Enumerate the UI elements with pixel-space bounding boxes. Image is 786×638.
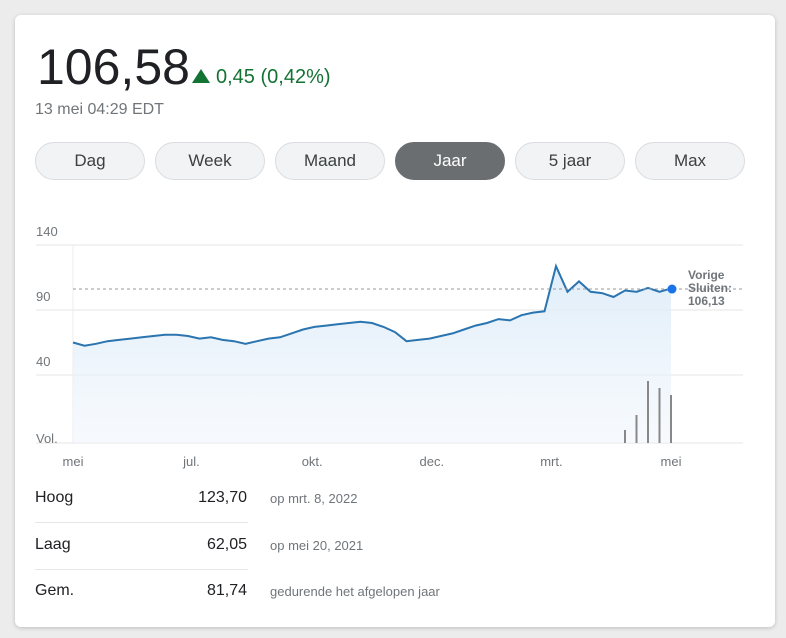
range-button[interactable]: Dag <box>35 142 145 180</box>
volume-bar <box>658 388 661 443</box>
y-tick-label: 140 <box>36 224 58 239</box>
stat-note: op mrt. 8, 2022 <box>270 491 358 506</box>
x-tick-label: okt. <box>302 454 323 469</box>
stat-value: 62,05 <box>206 535 247 553</box>
volume-bar <box>670 395 672 443</box>
range-button[interactable]: 5 jaar <box>515 142 625 180</box>
stat-label: Gem. <box>35 582 75 599</box>
price-line <box>72 263 672 347</box>
range-button[interactable]: Jaar <box>395 142 505 180</box>
previous-close-dot <box>667 284 677 294</box>
x-tick-label: jul. <box>182 454 200 469</box>
y-tick-label: 40 <box>36 354 50 369</box>
chart: 40 90 140 Vol. mei jul. okt. dec. mrt. mei <box>36 224 743 469</box>
x-tick-label: dec. <box>420 454 445 469</box>
up-arrow <box>192 69 210 83</box>
area <box>73 266 671 443</box>
stat-value: 123,70 <box>198 489 247 506</box>
price-change: 0,45 (0,42%) <box>216 66 331 88</box>
price: 106,58 <box>37 39 190 95</box>
timestamp: 13 mei 04:29 EDT <box>35 101 164 118</box>
volume-bar <box>647 381 649 443</box>
range-button[interactable]: Week <box>155 142 265 180</box>
range-button[interactable]: Max <box>635 142 745 180</box>
previous-close-value: 106,13 <box>688 294 725 309</box>
x-tick-label: mei <box>661 454 682 469</box>
separator <box>35 522 248 523</box>
stat-value: 81,74 <box>206 582 247 599</box>
x-tick-label: mei <box>63 454 84 469</box>
y-tick-label: 90 <box>36 289 50 304</box>
separator <box>35 568 248 570</box>
volume-bar <box>635 415 638 443</box>
stat-label: Hoog <box>35 489 74 506</box>
x-tick-label: mrt. <box>540 454 562 469</box>
previous-close: Vorige Sluiten: 106,13 <box>688 269 746 308</box>
volume-bar <box>624 430 626 443</box>
previous-close-label: Vorige Sluiten: <box>688 268 732 296</box>
volume-label: Vol. <box>36 431 58 446</box>
range-button[interactable]: Maand <box>275 142 385 180</box>
stat-label: Laag <box>35 535 71 553</box>
stat-note: gedurende het afgelopen jaar <box>270 584 440 599</box>
stat-note: op mei 20, 2021 <box>270 537 364 553</box>
